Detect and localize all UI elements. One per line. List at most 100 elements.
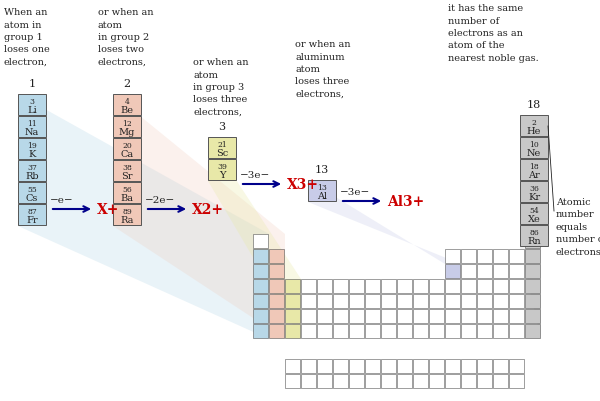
Text: 37: 37: [27, 164, 37, 172]
Bar: [285, 324, 300, 338]
Bar: [493, 279, 508, 293]
Bar: [397, 374, 412, 388]
Bar: [429, 309, 444, 323]
Bar: [520, 225, 548, 246]
Text: 3: 3: [29, 98, 35, 106]
Text: 56: 56: [122, 186, 132, 194]
Text: X3+: X3+: [287, 178, 319, 192]
Text: 18: 18: [529, 163, 539, 171]
Bar: [493, 309, 508, 323]
Bar: [333, 309, 348, 323]
Text: Ca: Ca: [121, 149, 134, 158]
Text: 86: 86: [529, 229, 539, 237]
Text: 36: 36: [529, 185, 539, 193]
Bar: [381, 374, 396, 388]
Bar: [365, 374, 380, 388]
Bar: [477, 264, 492, 278]
Bar: [349, 294, 364, 308]
Bar: [208, 138, 236, 159]
Bar: [397, 359, 412, 373]
Bar: [429, 374, 444, 388]
Text: Be: Be: [121, 105, 133, 114]
Text: −3e−: −3e−: [240, 170, 270, 180]
Bar: [285, 359, 300, 373]
Bar: [381, 324, 396, 338]
Text: Li: Li: [27, 105, 37, 114]
Bar: [525, 279, 540, 293]
Bar: [525, 294, 540, 308]
Bar: [509, 264, 524, 278]
Bar: [317, 374, 332, 388]
Bar: [349, 279, 364, 293]
Text: −e−: −e−: [50, 196, 74, 205]
Bar: [413, 309, 428, 323]
Bar: [365, 279, 380, 293]
Text: 2: 2: [532, 119, 536, 127]
Bar: [461, 294, 476, 308]
Bar: [381, 309, 396, 323]
Bar: [285, 294, 300, 308]
Bar: [333, 374, 348, 388]
Bar: [18, 95, 46, 116]
Bar: [18, 205, 46, 225]
Text: 20: 20: [122, 142, 132, 150]
Bar: [113, 139, 141, 160]
Bar: [477, 324, 492, 338]
Bar: [461, 249, 476, 263]
Bar: [525, 324, 540, 338]
Bar: [333, 294, 348, 308]
Text: 19: 19: [27, 142, 37, 150]
Text: 13: 13: [317, 184, 327, 192]
Bar: [269, 324, 284, 338]
Bar: [365, 309, 380, 323]
Bar: [308, 180, 336, 201]
Bar: [381, 294, 396, 308]
Text: 55: 55: [27, 186, 37, 194]
Text: it has the same
number of
electrons as an
atom of the
nearest noble gas.: it has the same number of electrons as a…: [448, 4, 539, 63]
Bar: [397, 294, 412, 308]
Bar: [113, 160, 141, 182]
Polygon shape: [520, 116, 541, 339]
Bar: [349, 309, 364, 323]
Text: or when an
aluminum
atom
loses three
electrons,: or when an aluminum atom loses three ele…: [295, 40, 350, 99]
Bar: [301, 374, 316, 388]
Text: 87: 87: [27, 208, 37, 216]
Bar: [493, 249, 508, 263]
Bar: [429, 359, 444, 373]
Bar: [509, 309, 524, 323]
Bar: [429, 294, 444, 308]
Bar: [113, 95, 141, 116]
Bar: [349, 359, 364, 373]
Bar: [461, 264, 476, 278]
Bar: [333, 279, 348, 293]
Bar: [477, 359, 492, 373]
Bar: [253, 249, 268, 263]
Text: Mg: Mg: [119, 127, 135, 136]
Text: −2e−: −2e−: [145, 196, 175, 205]
Bar: [381, 359, 396, 373]
Bar: [461, 359, 476, 373]
Bar: [525, 235, 540, 248]
Text: 2: 2: [124, 79, 131, 89]
Bar: [349, 324, 364, 338]
Bar: [520, 182, 548, 203]
Text: 1: 1: [28, 79, 35, 89]
Bar: [397, 279, 412, 293]
Bar: [253, 309, 268, 323]
Text: X+: X+: [97, 203, 119, 217]
Text: 54: 54: [529, 207, 539, 215]
Bar: [253, 235, 268, 248]
Bar: [509, 294, 524, 308]
Bar: [413, 279, 428, 293]
Bar: [525, 264, 540, 278]
Bar: [413, 324, 428, 338]
Bar: [18, 117, 46, 138]
Bar: [317, 279, 332, 293]
Bar: [445, 309, 460, 323]
Text: Rn: Rn: [527, 236, 541, 245]
Bar: [208, 160, 236, 180]
Text: When an
atom in
group 1
loses one
electron,: When an atom in group 1 loses one electr…: [4, 8, 50, 67]
Text: Xe: Xe: [527, 214, 541, 223]
Text: Ba: Ba: [121, 193, 133, 202]
Bar: [493, 374, 508, 388]
